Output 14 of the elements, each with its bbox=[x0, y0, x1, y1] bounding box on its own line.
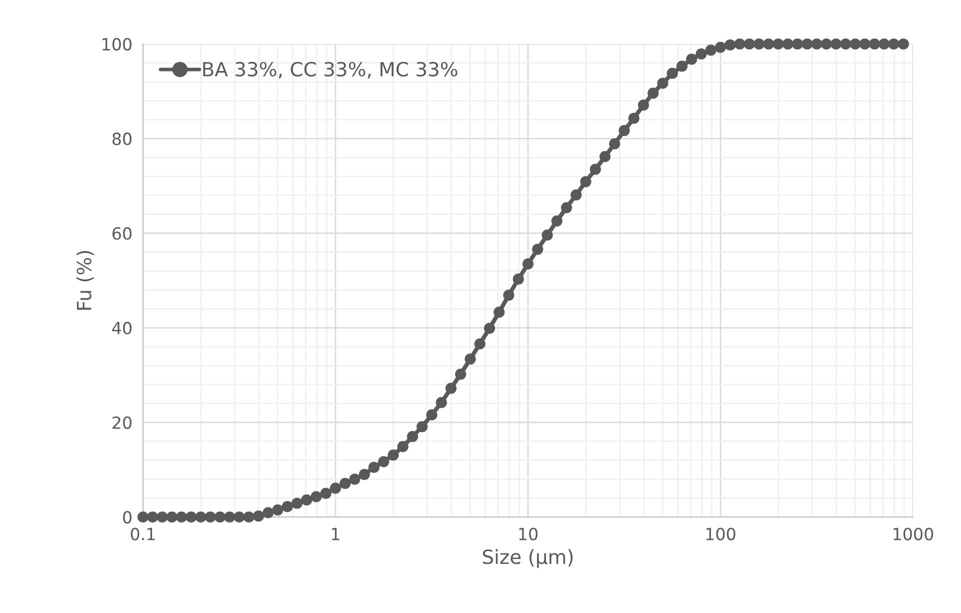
y-tick-label: 100 bbox=[102, 38, 132, 51]
x-tick-label: 1 bbox=[332, 528, 340, 540]
y-axis-title: Fu (%) bbox=[76, 251, 94, 310]
x-tick-label: 0.1 bbox=[130, 528, 155, 540]
y-tick-label: 0 bbox=[123, 510, 132, 524]
x-tick-label: 100 bbox=[706, 528, 736, 540]
x-tick-label: 10 bbox=[519, 528, 538, 540]
x-tick-label: 1000 bbox=[894, 528, 934, 540]
y-tick-label: 40 bbox=[112, 322, 132, 334]
y-tick-label: 20 bbox=[112, 416, 132, 429]
legend-label: BA 33%, CC 33%, MC 33% bbox=[203, 62, 458, 79]
x-axis-title: Size (µm) bbox=[482, 549, 573, 568]
y-tick-label: 60 bbox=[112, 227, 132, 240]
y-tick-label: 80 bbox=[112, 132, 132, 146]
